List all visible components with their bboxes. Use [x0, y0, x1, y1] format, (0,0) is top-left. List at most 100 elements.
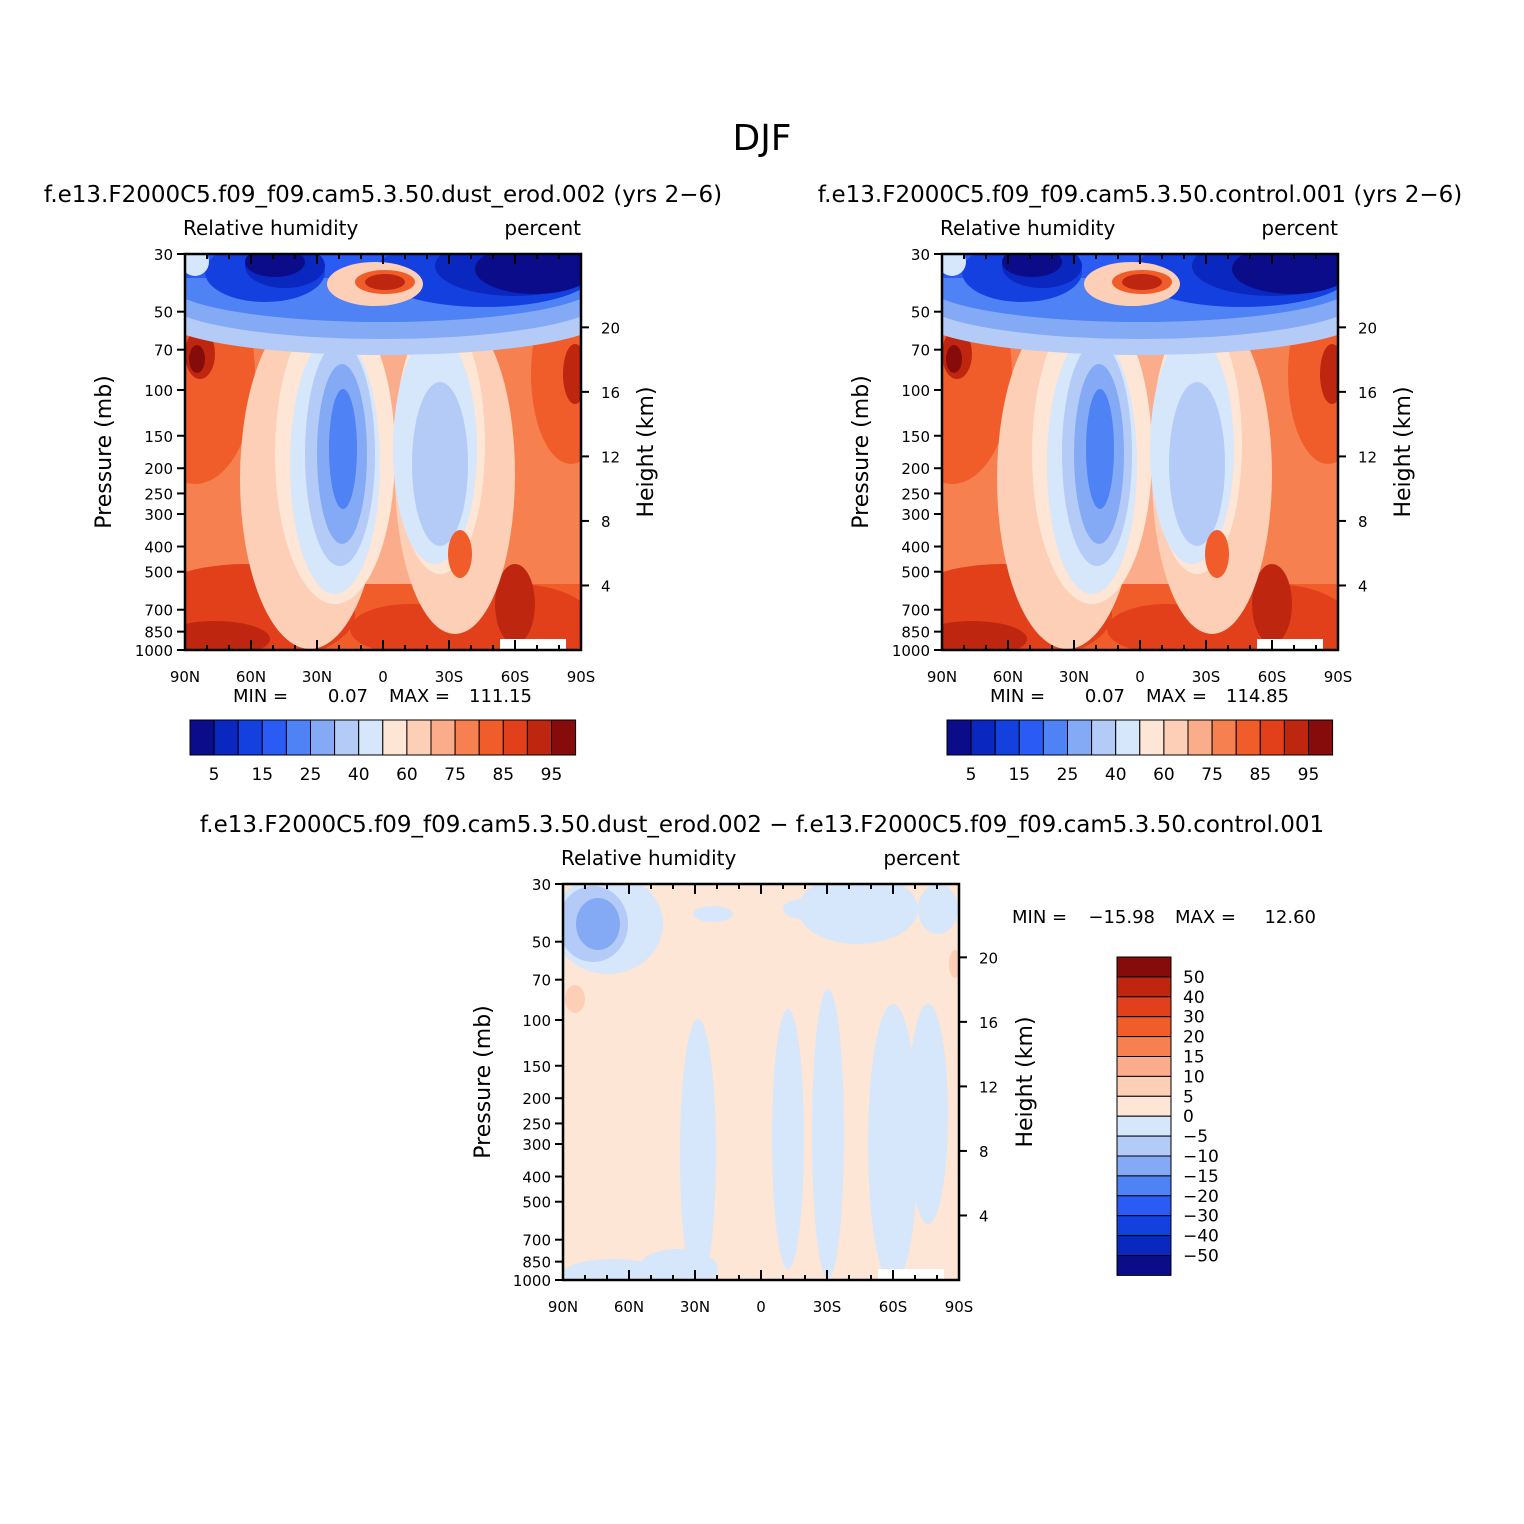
- colorbar-box: [1116, 1195, 1172, 1217]
- colorbar-label: 5: [966, 765, 977, 785]
- x-tick-label: 30N: [302, 668, 332, 686]
- y-tick-label: 850: [901, 624, 930, 642]
- y2-tick-label: 16: [601, 384, 620, 402]
- contour-fill: [1002, 254, 1062, 277]
- y2-tick-label: 20: [601, 319, 620, 337]
- axes: 305070100150200250300400500700850100090N…: [135, 246, 620, 686]
- contour-fill: [946, 345, 962, 373]
- contour-fill: [908, 1004, 948, 1224]
- max-value: 12.60: [1264, 907, 1316, 928]
- colorbar-box: [1139, 719, 1165, 756]
- left-string: Relative humidity: [561, 846, 736, 870]
- x-tick-label: 90S: [945, 1298, 974, 1316]
- colorbar-label: −30: [1183, 1207, 1219, 1227]
- colorbar-box: [1116, 1075, 1172, 1097]
- colorbar-label: 95: [541, 765, 563, 785]
- x-tick-label: 0: [756, 1298, 766, 1316]
- y2-axis-label: Height (km): [634, 386, 659, 517]
- colorbar-box: [1091, 719, 1117, 756]
- contour-fill: [949, 950, 959, 978]
- contour-fill: [185, 621, 270, 650]
- colorbar-label: 50: [1183, 968, 1205, 988]
- contour-fill: [365, 274, 405, 290]
- x-tick-label: 60S: [879, 1298, 908, 1316]
- y2-tick-label: 8: [601, 513, 611, 531]
- colorbar-box: [334, 719, 360, 756]
- y2-tick-label: 12: [979, 1078, 998, 1096]
- y-tick-label: 50: [911, 304, 930, 322]
- y-tick-label: 300: [901, 506, 930, 524]
- left-string: Relative humidity: [940, 216, 1115, 240]
- x-tick-label: 60S: [1258, 668, 1287, 686]
- x-tick-label: 30N: [1059, 668, 1089, 686]
- x-tick-label: 90N: [927, 668, 957, 686]
- colorbar-label: 40: [1183, 988, 1205, 1008]
- y-axis-label: Pressure (mb): [849, 375, 874, 529]
- colorbar-label: −10: [1183, 1147, 1219, 1167]
- colorbar-label: 10: [1183, 1067, 1205, 1087]
- colorbar-label: 0: [1183, 1107, 1194, 1127]
- y2-tick-label: 16: [1358, 384, 1377, 402]
- contour-fill: [245, 254, 305, 277]
- colorbar-box: [994, 719, 1020, 756]
- colorbar-box: [551, 719, 577, 756]
- contour-fill: [1205, 530, 1229, 578]
- panel-control: f.e13.F2000C5.f09_f09.cam5.3.50.control.…: [818, 182, 1462, 785]
- contour-field: [185, 254, 581, 650]
- y2-tick-label: 12: [601, 448, 620, 466]
- colorbar-box: [1116, 956, 1172, 978]
- missing-data: [878, 1269, 944, 1280]
- colorbar-label: 60: [396, 765, 418, 785]
- y-tick-label: 250: [144, 485, 173, 503]
- y2-tick-label: 8: [1358, 513, 1368, 531]
- y2-axis-label: Height (km): [1013, 1016, 1038, 1147]
- x-tick-label: 0: [378, 668, 388, 686]
- colorbar-box: [1116, 1036, 1172, 1057]
- colorbar-label: 25: [300, 765, 322, 785]
- panel-title: f.e13.F2000C5.f09_f09.cam5.3.50.control.…: [818, 182, 1462, 208]
- max-label: MAX =: [1175, 907, 1236, 928]
- contour-fill: [1169, 382, 1225, 546]
- colorbar-box: [1283, 719, 1310, 756]
- colorbar-box: [1116, 1255, 1172, 1276]
- right-string: percent: [1261, 216, 1338, 240]
- colorbar-label: 25: [1057, 765, 1079, 785]
- contour-fill: [772, 1009, 804, 1269]
- y2-tick-label: 16: [979, 1014, 998, 1032]
- axes: 305070100150200250300400500700850100090N…: [892, 246, 1377, 686]
- y-tick-label: 700: [144, 602, 173, 620]
- colorbar-label: 15: [1183, 1048, 1205, 1068]
- x-tick-label: 30N: [680, 1298, 710, 1316]
- colorbar-box: [502, 719, 528, 756]
- contour-fill: [565, 985, 585, 1013]
- min-label: MIN =: [990, 686, 1045, 707]
- y-tick-label: 400: [144, 539, 173, 557]
- colorbar-label: −40: [1183, 1227, 1219, 1247]
- contour-fill: [563, 1259, 663, 1280]
- y-tick-label: 30: [532, 876, 551, 894]
- contour-fill: [812, 989, 844, 1279]
- colorbar-box: [406, 719, 432, 756]
- colorbar-box: [1018, 719, 1044, 756]
- y-tick-label: 700: [522, 1232, 551, 1250]
- y-tick-label: 300: [144, 506, 173, 524]
- contour-fill: [185, 254, 209, 276]
- colorbar-box: [1116, 1095, 1172, 1117]
- colorbar-box: [430, 719, 456, 756]
- y-tick-label: 400: [901, 539, 930, 557]
- colorbar: 5 15 25 40 60 75 85 95: [189, 719, 577, 785]
- y-tick-label: 150: [522, 1058, 551, 1076]
- panel-dust: f.e13.F2000C5.f09_f09.cam5.3.50.dust_ero…: [44, 182, 722, 785]
- contour-fill: [576, 898, 620, 950]
- left-string: Relative humidity: [183, 216, 358, 240]
- colorbar-label: 85: [1249, 765, 1271, 785]
- colorbar-box: [970, 719, 996, 756]
- y-tick-label: 500: [144, 564, 173, 582]
- colorbar-box: [478, 719, 504, 756]
- contour-fill: [448, 530, 472, 578]
- colorbar-box: [1116, 1016, 1172, 1038]
- colorbar-box: [1115, 719, 1141, 756]
- y-tick-label: 300: [522, 1136, 551, 1154]
